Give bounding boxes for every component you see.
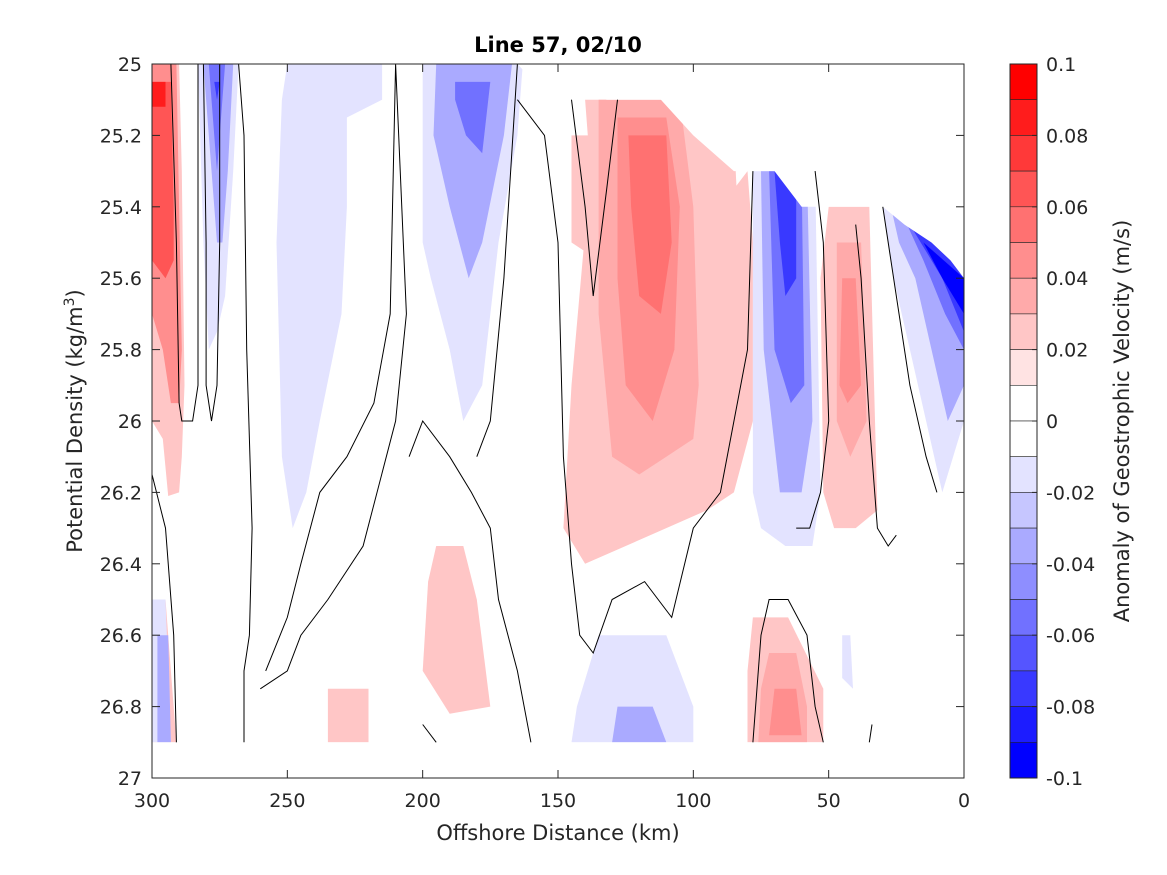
contour-fill-region (276, 64, 383, 529)
zero-contour-line (882, 206, 938, 493)
y-tick-label: 26.8 (100, 697, 142, 719)
zero-contour-line (752, 599, 824, 743)
no-data-region (517, 64, 964, 279)
colorbar-segment (1009, 349, 1038, 386)
contour-fill-region (152, 81, 166, 107)
colorbar-segment (1009, 634, 1038, 672)
colorbar-segment (1009, 63, 1038, 101)
colorbar-segment (1009, 456, 1038, 493)
y-tick-label: 26.2 (100, 482, 142, 504)
colorbar-segment (1009, 135, 1038, 172)
colorbar-label: Anomaly of Geostrophic Velocity (m/s) (1110, 220, 1134, 623)
colorbar-segment (1009, 313, 1038, 350)
colorbar-tick-label: 0.1 (1046, 54, 1076, 76)
contour-fill-region (612, 706, 667, 743)
y-tick-label: 25.6 (100, 268, 142, 290)
colorbar-segment (1009, 384, 1038, 422)
contour-fill-region (157, 635, 171, 743)
y-axis-label-close: ) (63, 289, 87, 297)
colorbar-segment (1009, 599, 1038, 636)
y-tick-label: 25.4 (100, 197, 142, 219)
colorbar-segment (1009, 563, 1038, 600)
y-tick-label: 26.6 (100, 625, 142, 647)
x-tick-label: 200 (405, 790, 441, 812)
y-axis-label-superscript: 3 (62, 297, 78, 306)
colorbar-tick-label: 0.02 (1046, 340, 1088, 362)
contour-fill-region (842, 635, 853, 689)
colorbar-segment (1009, 206, 1038, 243)
y-axis-label-main: Potential Density (kg/m (63, 306, 87, 552)
contour-fill-region (327, 688, 369, 743)
zero-contour-line (202, 64, 221, 422)
colorbar (1009, 63, 1038, 779)
zero-contour-line (170, 64, 199, 422)
colorbar-tick-label: 0.04 (1046, 268, 1088, 290)
colorbar-tick-label: -0.06 (1046, 625, 1095, 647)
zero-contour-lines (152, 64, 938, 743)
colorbar-ticks: 0.1 0.08 0.06 0.04 0.02 0 -0.02 -0.04 -0.06 -0.08… (1032, 54, 1095, 790)
y-tick-label: 25.8 (100, 340, 142, 362)
colorbar-tick-label: -0.1 (1046, 768, 1083, 790)
contour-fill-region (923, 242, 964, 314)
colorbar-segment (1009, 170, 1038, 208)
x-tick-label: 100 (675, 790, 711, 812)
y-tick-label: 26.4 (100, 554, 142, 576)
zero-contour-line (855, 224, 897, 547)
y-tick-label: 25 (118, 54, 142, 76)
contour-fill-region (769, 688, 802, 736)
zero-contour-line (422, 724, 437, 743)
contour-fill-region (152, 81, 174, 279)
contour-fill-region (571, 635, 694, 743)
x-tick-label: 300 (134, 790, 170, 812)
x-tick-label: 250 (269, 790, 305, 812)
contour-fill-region (214, 81, 220, 100)
colorbar-segment (1009, 706, 1038, 743)
zero-contour-line (260, 64, 407, 690)
contour-fill-region (774, 171, 797, 296)
zero-contour-line (152, 474, 177, 743)
colorbar-tick-label: 0.08 (1046, 125, 1088, 147)
zero-contour-line (868, 724, 873, 743)
x-tick-label: 0 (958, 790, 970, 812)
y-tick-label: 25.2 (100, 125, 142, 147)
zero-contour-line (476, 64, 518, 457)
colorbar-segment (1009, 670, 1038, 707)
zero-contour-line (517, 99, 754, 655)
chart-title: Line 57, 02/10 (474, 33, 642, 57)
x-tick-label: 150 (540, 790, 576, 812)
zero-contour-line (796, 171, 830, 529)
contour-fill-region (839, 278, 862, 404)
contour-fills (152, 64, 964, 778)
contour-fill-region (706, 135, 740, 279)
contour-fill-region (422, 546, 491, 714)
colorbar-segment (1009, 277, 1038, 315)
contour-fill-region (208, 64, 226, 172)
colorbar-tick-label: 0 (1046, 411, 1058, 433)
x-axis-label: Offshore Distance (km) (436, 821, 679, 845)
y-tick-label: 27 (118, 768, 142, 790)
colorbar-tick-label: -0.04 (1046, 554, 1095, 576)
colorbar-tick-label: -0.02 (1046, 482, 1095, 504)
colorbar-segment (1009, 99, 1038, 136)
colorbar-tick-label: 0.06 (1046, 197, 1088, 219)
contour-fill-region (628, 135, 672, 314)
colorbar-tick-label: -0.08 (1046, 697, 1095, 719)
colorbar-segment (1009, 242, 1038, 279)
colorbar-segment (1009, 741, 1038, 779)
colorbar-segment (1009, 420, 1038, 458)
x-axis-ticks: 300 250 200 150 100 50 0 (134, 64, 970, 812)
colorbar-segment (1009, 492, 1038, 529)
y-axis-ticks: 25 25.2 25.4 25.6 25.8 26 26.2 26.4 26.6 26.8 27 (100, 54, 964, 790)
contour-fill-region (433, 64, 512, 279)
colorbar-segment (1009, 527, 1038, 565)
zero-contour-line (408, 419, 532, 743)
zero-contour-line (238, 64, 253, 743)
y-axis-label: Potential Density (kg/m3) (62, 289, 87, 553)
zero-contour-line (571, 99, 618, 297)
contour-fill-region (455, 81, 491, 154)
x-tick-label: 50 (817, 790, 841, 812)
y-tick-label: 26 (118, 411, 142, 433)
